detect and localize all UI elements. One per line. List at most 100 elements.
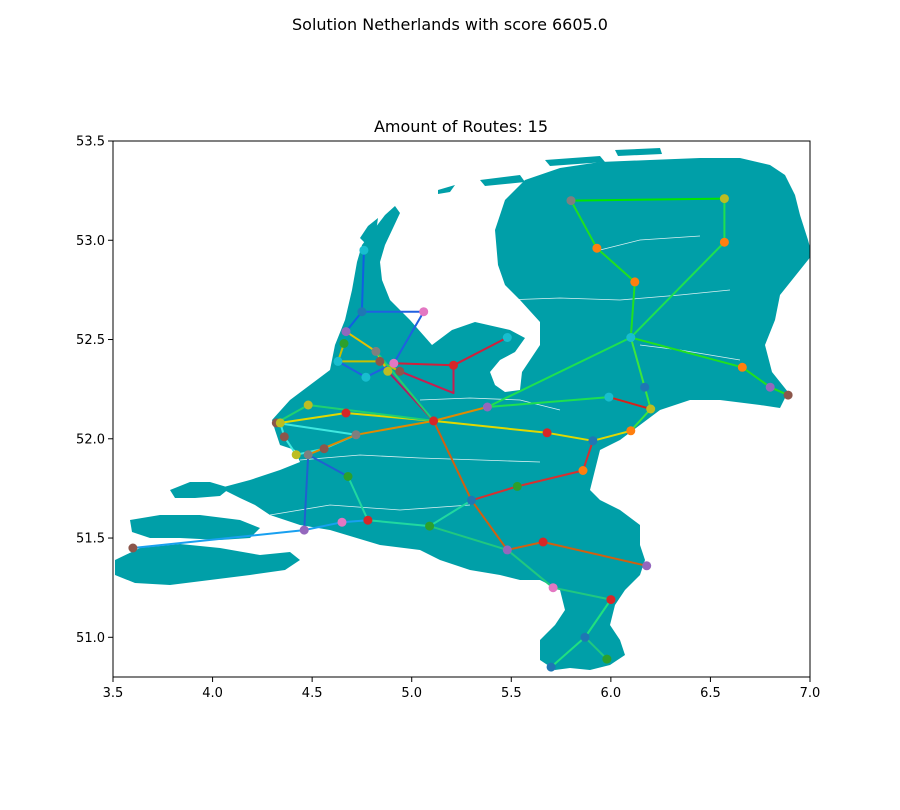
station-point-2 [357,307,367,317]
map-mainland [220,158,810,670]
map-zeeland-island-1 [170,482,230,498]
map-wadden-1 [438,185,455,194]
netherlands-map [115,148,810,670]
station-point-18 [275,418,285,428]
x-tick-label: 3.5 [103,686,124,701]
station-point-57 [546,662,556,672]
y-axis: 51.0 51.5 52.0 52.5 53.0 53.5 [76,135,113,646]
station-point-13 [502,333,512,342]
station-point-12 [395,366,405,376]
y-tick-label: 52.5 [76,333,105,348]
x-tick-label: 5.5 [501,686,522,701]
station-point-40 [719,237,729,247]
station-point-39 [592,243,602,253]
station-point-56 [602,654,612,664]
x-tick-label: 7.0 [800,686,821,701]
chart-title: Amount of Routes: 15 [374,117,548,136]
route-line-4 [629,337,652,432]
map-wadden-4 [615,148,662,156]
station-point-7 [375,356,385,366]
station-point-26 [343,472,353,481]
route-line-10 [337,343,401,373]
route-line-20 [132,519,368,549]
station-point-50 [502,545,512,555]
station-point-8 [389,358,399,368]
station-point-27 [542,428,552,438]
route-line-14 [275,350,435,424]
station-point-55 [580,632,590,642]
station-point-51 [538,537,548,547]
station-point-3 [419,307,429,317]
station-point-54 [606,595,616,605]
station-point-35 [765,382,775,392]
map-texel [360,218,378,244]
station-point-29 [626,426,636,436]
station-point-33 [626,333,636,342]
station-point-42 [578,466,588,475]
plot-area [112,140,811,678]
y-tick-label: 53.0 [76,234,105,249]
route-line-22 [429,525,612,660]
axes-frame [112,140,811,678]
station-point-23 [291,450,301,460]
map-province-borders [269,235,741,516]
station-point-19 [279,432,289,442]
station-point-21 [351,430,361,440]
station-point-46 [363,515,373,525]
station-point-48 [299,525,309,535]
station-point-37 [566,196,576,206]
x-tick-label: 6.0 [601,686,622,701]
station-point-1 [359,245,369,255]
routes-layer [132,197,789,668]
map-zeeland-island-2 [130,515,260,540]
y-tick-label: 51.5 [76,532,105,547]
station-point-36 [783,390,793,400]
station-point-6 [371,346,381,356]
station-point-31 [646,404,656,414]
station-point-30 [604,392,614,402]
map-wadden-3 [545,156,605,166]
station-point-44 [467,495,476,505]
route-line-12 [399,365,455,395]
y-tick-label: 53.5 [76,135,105,150]
station-point-9 [383,366,393,376]
station-point-14 [449,360,458,370]
route-line-21 [347,476,473,528]
station-point-41 [630,277,640,287]
route-line-16 [307,406,488,456]
station-point-43 [512,481,522,491]
x-tick-label: 6.5 [700,686,721,701]
station-point-16 [303,400,313,410]
route-line-18 [471,440,594,502]
station-point-25 [319,444,329,454]
station-point-34 [737,362,747,372]
station-point-45 [425,521,435,531]
figure-suptitle: Solution Netherlands with score 6605.0 [292,15,608,34]
station-point-4 [341,327,351,337]
station-point-22 [429,416,439,426]
station-point-32 [640,382,650,392]
station-point-28 [588,436,598,446]
y-tick-label: 52.0 [76,432,105,447]
station-point-20 [341,408,351,418]
station-point-10 [333,356,343,366]
x-tick-label: 5.0 [401,686,422,701]
station-point-53 [548,583,558,593]
station-point-47 [337,517,347,527]
x-tick-label: 4.0 [202,686,223,701]
station-point-38 [719,194,729,204]
map-zeeland-flanders [115,544,300,585]
x-axis: 3.5 4.0 4.5 5.0 5.5 6.0 6.5 7.0 [103,677,821,701]
route-line-6 [608,396,651,410]
station-point-52 [642,561,652,571]
station-point-24 [303,450,313,460]
route-line-5 [280,412,632,442]
station-point-11 [361,372,371,382]
route-line-1 [570,197,725,202]
x-tick-label: 4.5 [302,686,323,701]
station-point-5 [339,339,349,348]
map-wadden-2 [480,175,525,186]
station-point-15 [482,402,492,412]
station-point-49 [128,543,138,553]
